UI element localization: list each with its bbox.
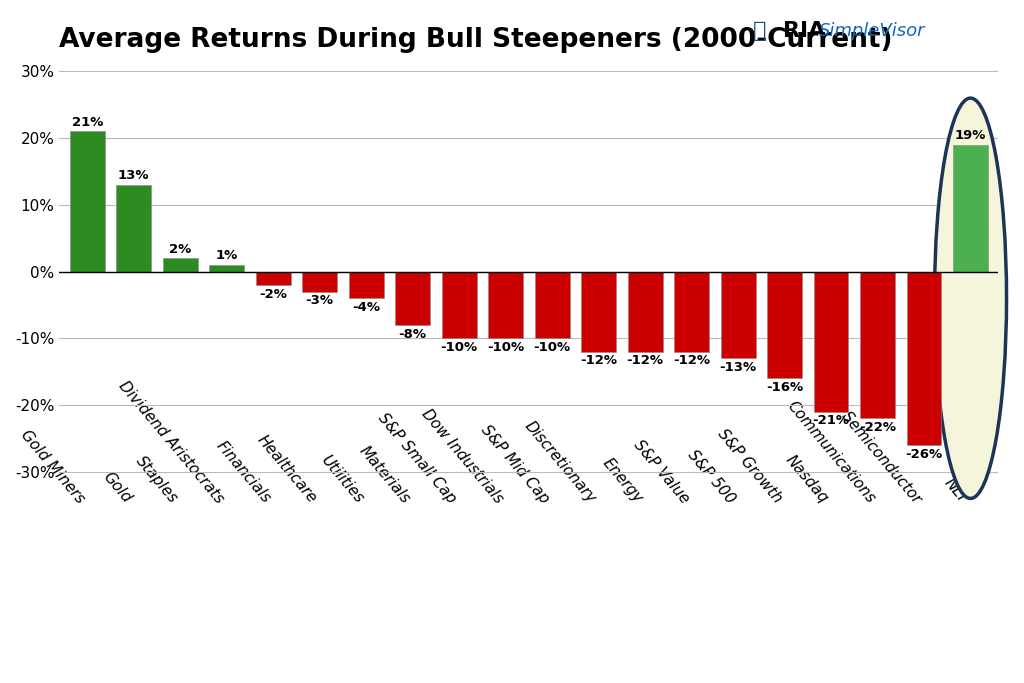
Text: -22%: -22% bbox=[859, 421, 896, 434]
Bar bbox=[860, 272, 895, 419]
Bar bbox=[628, 272, 663, 352]
Text: 1%: 1% bbox=[216, 249, 238, 262]
Text: -13%: -13% bbox=[720, 361, 757, 374]
Bar bbox=[767, 272, 802, 378]
Bar bbox=[256, 272, 291, 285]
Text: RIA: RIA bbox=[783, 20, 825, 41]
Text: -8%: -8% bbox=[398, 328, 427, 341]
Bar bbox=[209, 265, 244, 272]
Text: -26%: -26% bbox=[905, 448, 942, 461]
Bar bbox=[906, 272, 941, 445]
Text: -10%: -10% bbox=[487, 341, 524, 354]
Bar bbox=[70, 131, 104, 272]
Bar bbox=[302, 272, 337, 292]
Bar bbox=[441, 272, 476, 338]
Bar bbox=[953, 145, 988, 272]
Bar bbox=[349, 272, 384, 298]
Text: -12%: -12% bbox=[581, 354, 617, 367]
Text: 13%: 13% bbox=[118, 169, 150, 182]
Bar bbox=[163, 258, 198, 272]
Text: 21%: 21% bbox=[72, 116, 103, 129]
Text: -12%: -12% bbox=[627, 354, 664, 367]
Bar bbox=[721, 272, 756, 359]
Text: SimpleVisor: SimpleVisor bbox=[819, 22, 926, 40]
Bar bbox=[674, 272, 709, 352]
Text: 19%: 19% bbox=[954, 129, 986, 142]
Bar bbox=[395, 272, 430, 325]
Text: -21%: -21% bbox=[813, 415, 850, 428]
Ellipse shape bbox=[935, 98, 1007, 499]
Bar bbox=[488, 272, 523, 338]
Text: -12%: -12% bbox=[673, 354, 710, 367]
Text: -2%: -2% bbox=[259, 288, 287, 301]
Bar bbox=[582, 272, 616, 352]
Text: -10%: -10% bbox=[534, 341, 570, 354]
Text: -3%: -3% bbox=[306, 294, 334, 307]
Text: -10%: -10% bbox=[440, 341, 478, 354]
Text: -16%: -16% bbox=[766, 381, 803, 394]
Bar bbox=[535, 272, 569, 338]
Text: Average Returns During Bull Steepeners (2000-Current): Average Returns During Bull Steepeners (… bbox=[59, 27, 893, 53]
Text: -4%: -4% bbox=[352, 301, 380, 314]
Text: 2%: 2% bbox=[169, 242, 191, 255]
Bar bbox=[117, 185, 152, 272]
Text: 🦅: 🦅 bbox=[753, 20, 766, 41]
Bar bbox=[814, 272, 849, 412]
